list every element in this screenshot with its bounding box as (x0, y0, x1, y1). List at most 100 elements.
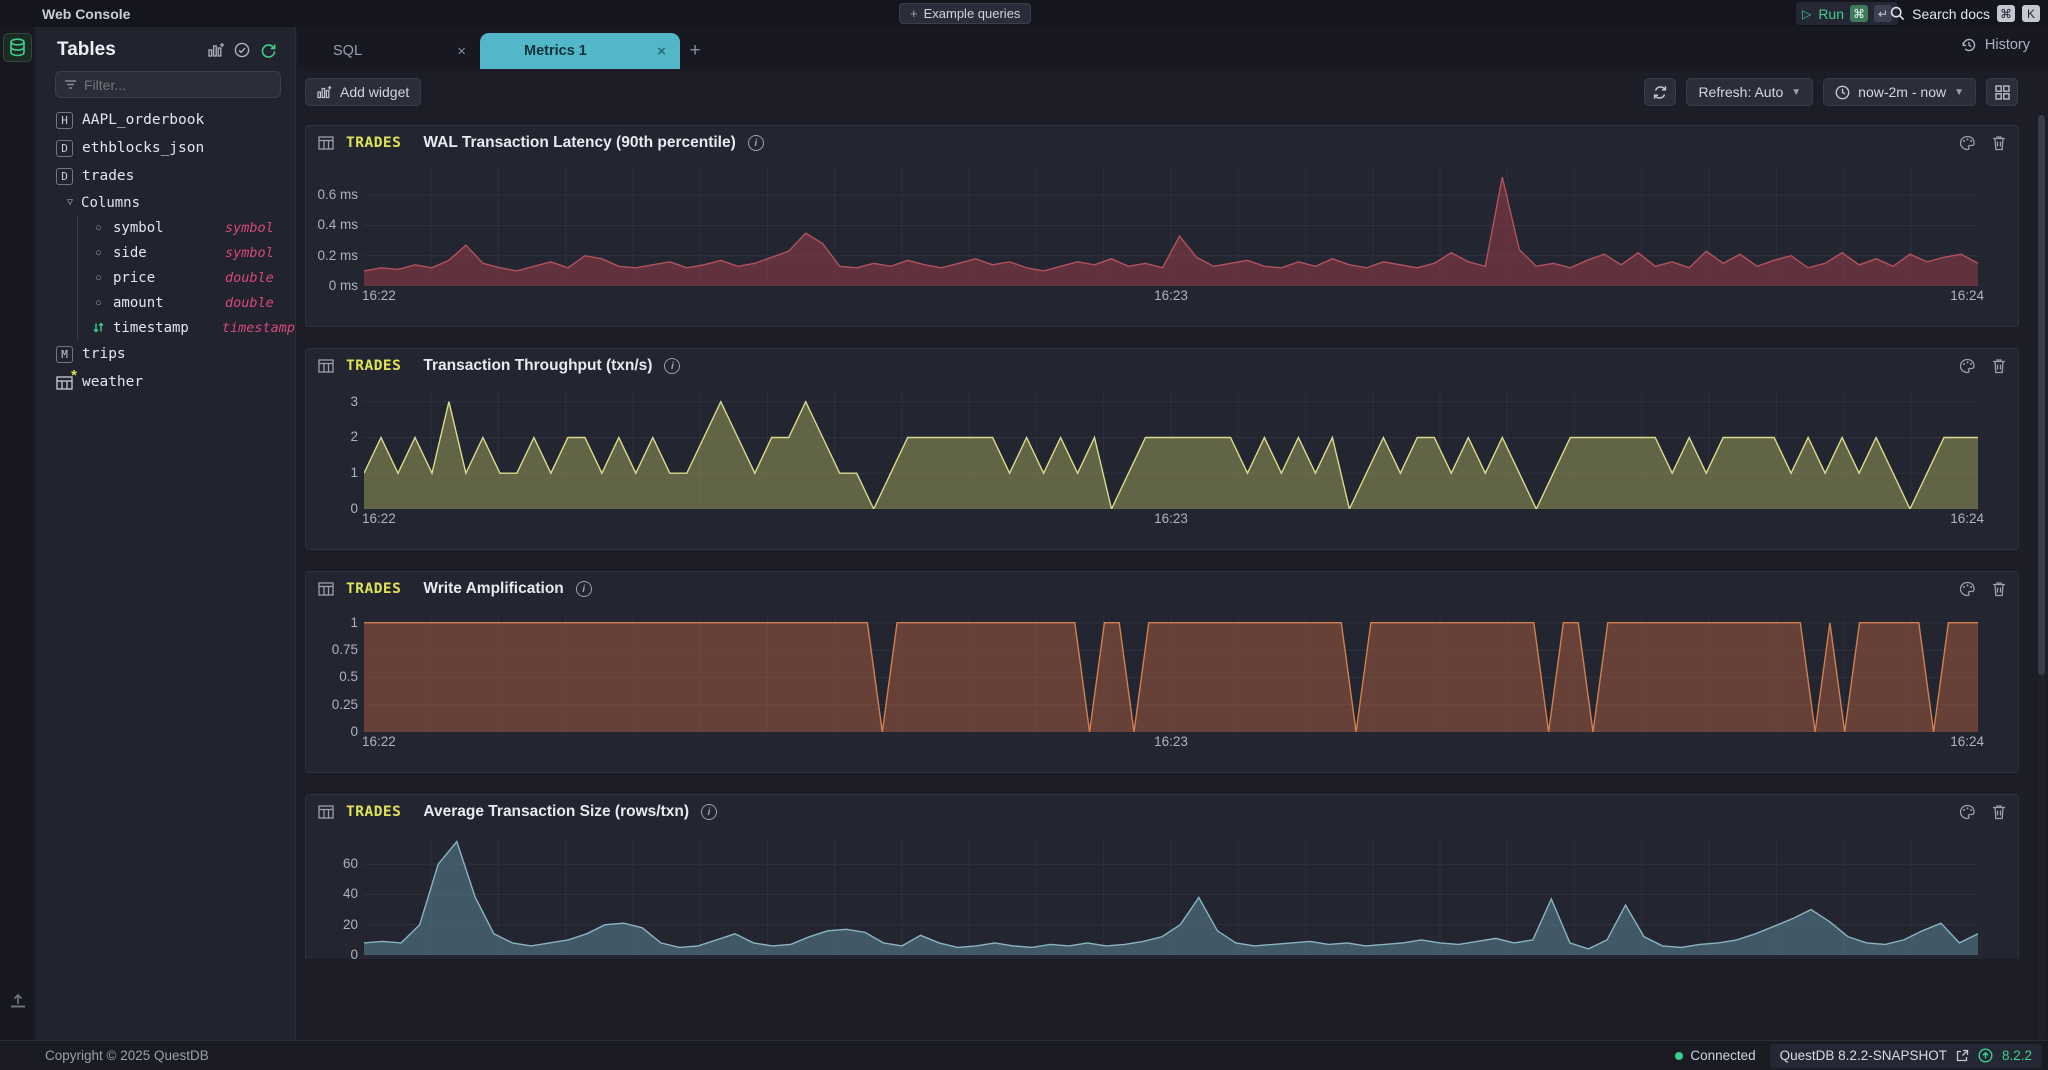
check-circle-icon[interactable] (229, 39, 255, 61)
delete-widget-icon[interactable] (1992, 581, 2006, 597)
column-row-side[interactable]: ○ side symbol (78, 240, 295, 265)
info-icon: i (664, 358, 681, 374)
tab-sql[interactable]: SQL × (333, 42, 466, 60)
widget-header: TRADES Transaction Throughput (txn/s) i (306, 349, 2018, 383)
y-axis-label: 0 (350, 947, 358, 959)
database-icon (10, 38, 25, 57)
close-tab-icon[interactable]: × (457, 42, 466, 60)
columns-label: Columns (81, 194, 141, 211)
upload-icon (11, 993, 25, 1007)
y-axis-label: 0 (350, 724, 358, 739)
asterisk-icon: * (71, 366, 77, 384)
palette-icon[interactable] (1959, 358, 1976, 374)
version-info[interactable]: QuestDB 8.2.2-SNAPSHOT 8.2.2 (1769, 1043, 2042, 1068)
cmd-key-badge: ⌘ (1850, 5, 1868, 22)
column-icon: ○ (95, 246, 102, 259)
y-axis-label: 2 (350, 429, 358, 445)
refresh-tables-icon[interactable] (255, 39, 281, 61)
x-axis-label: 16:22 (362, 288, 396, 303)
table-type-badge: D (56, 139, 73, 157)
refresh-mode-dropdown[interactable]: Refresh: Auto ▼ (1686, 78, 1814, 106)
x-axis-labels: 16:22 16:23 16:24 (362, 955, 1984, 959)
version-number: 8.2.2 (2001, 1048, 2032, 1063)
time-range-dropdown[interactable]: now-2m - now ▼ (1823, 78, 1976, 106)
column-row-price[interactable]: ○ price double (78, 265, 295, 290)
tables-header: Tables (57, 39, 116, 60)
search-icon (1890, 6, 1905, 21)
y-axis-label: 0.75 (331, 642, 358, 658)
chart-area: 0 0.25 0.5 0.75 1 16:22 16:23 16:24 (306, 614, 2018, 752)
table-row-weather[interactable]: * weather (37, 367, 295, 396)
widget-actions (1959, 135, 2006, 151)
add-widget-button[interactable]: Add widget (305, 78, 422, 106)
widget-title: Write Amplification (423, 580, 564, 597)
widget-header: TRADES WAL Transaction Latency (90th perc… (306, 126, 2018, 160)
column-name: amount (113, 294, 164, 311)
database-nav-button[interactable] (3, 33, 32, 62)
delete-widget-icon[interactable] (1992, 135, 2006, 151)
column-row-symbol[interactable]: ○ symbol symbol (78, 215, 295, 240)
scrollbar[interactable] (2038, 115, 2045, 1040)
columns-node[interactable]: ▽ Columns (37, 190, 295, 215)
widget-title: Transaction Throughput (txn/s) (423, 357, 653, 374)
y-axis-label: 0.5 (339, 669, 358, 685)
x-axis-labels: 16:22 16:23 16:24 (362, 509, 1984, 527)
widget-title: WAL Transaction Latency (90th percentile… (423, 134, 736, 151)
x-axis-label: 16:24 (1950, 288, 1984, 303)
y-axis-label: 60 (342, 856, 358, 872)
new-tab-button[interactable]: + (689, 40, 701, 61)
x-axis-label: 16:22 (362, 957, 396, 959)
plus-icon: + (910, 6, 918, 21)
search-docs-button[interactable]: Search docs ⌘ K (1890, 2, 2040, 25)
history-icon (1962, 38, 1976, 52)
table-name: weather (82, 374, 144, 390)
table-row-AAPL_orderbook[interactable]: H AAPL_orderbook (37, 106, 295, 134)
layout-grid-button[interactable] (1986, 78, 2018, 106)
history-button[interactable]: History (1961, 37, 2030, 53)
x-axis-labels: 16:22 16:23 16:24 (362, 732, 1984, 750)
column-row-amount[interactable]: ○ amount double (78, 290, 295, 315)
table-type-badge: M (56, 345, 73, 363)
scrollbar-thumb[interactable] (2038, 115, 2045, 675)
connected-dot-icon (1675, 1052, 1684, 1060)
metric-widget-1: TRADES WAL Transaction Latency (90th perc… (305, 125, 2019, 327)
column-name: side (113, 244, 147, 261)
close-tab-icon[interactable]: × (657, 42, 666, 60)
palette-icon[interactable] (1959, 581, 1976, 597)
table-icon (318, 805, 334, 819)
x-axis-label: 16:24 (1950, 511, 1984, 526)
tab-bar: SQL × Metrics 1 × + History (297, 27, 2048, 69)
run-button[interactable]: ▷ Run ⌘ ↵ (1796, 2, 1898, 25)
table-filter-input[interactable] (55, 71, 281, 98)
palette-icon[interactable] (1959, 135, 1976, 151)
x-axis-label: 16:24 (1950, 957, 1984, 959)
info-icon: i (747, 135, 764, 151)
metric-chart (364, 837, 1978, 955)
column-row-timestamp[interactable]: timestamp timestamp (78, 315, 295, 340)
palette-icon[interactable] (1959, 804, 1976, 820)
y-axis-label: 0.4 ms (317, 217, 358, 233)
x-axis-label: 16:24 (1950, 734, 1984, 749)
chevron-down-icon: ▼ (1954, 86, 1964, 98)
delete-widget-icon[interactable] (1992, 804, 2006, 820)
chart-area: 0 ms 0.2 ms 0.4 ms 0.6 ms 16:22 16:23 16:24 (306, 168, 2018, 306)
example-queries-button[interactable]: + Example queries (899, 3, 1032, 24)
widget-actions (1959, 581, 2006, 597)
table-name: trades (82, 168, 135, 184)
chart-area: 0 20 40 60 16:22 16:23 16:24 (306, 837, 2018, 959)
import-button[interactable] (5, 988, 31, 1012)
info-icon: i (700, 804, 717, 820)
table-name: trips (82, 346, 126, 362)
delete-widget-icon[interactable] (1992, 358, 2006, 374)
column-name: symbol (113, 219, 164, 236)
external-link-icon (1956, 1049, 1969, 1062)
y-axis-label: 0 ms (328, 278, 358, 293)
x-axis-label: 16:23 (1154, 288, 1188, 303)
table-materialized-icon: * (56, 367, 77, 391)
tab-metrics-1[interactable]: Metrics 1 × (480, 33, 680, 69)
add-metrics-icon[interactable] (203, 39, 229, 61)
refresh-dashboard-button[interactable] (1644, 78, 1677, 106)
